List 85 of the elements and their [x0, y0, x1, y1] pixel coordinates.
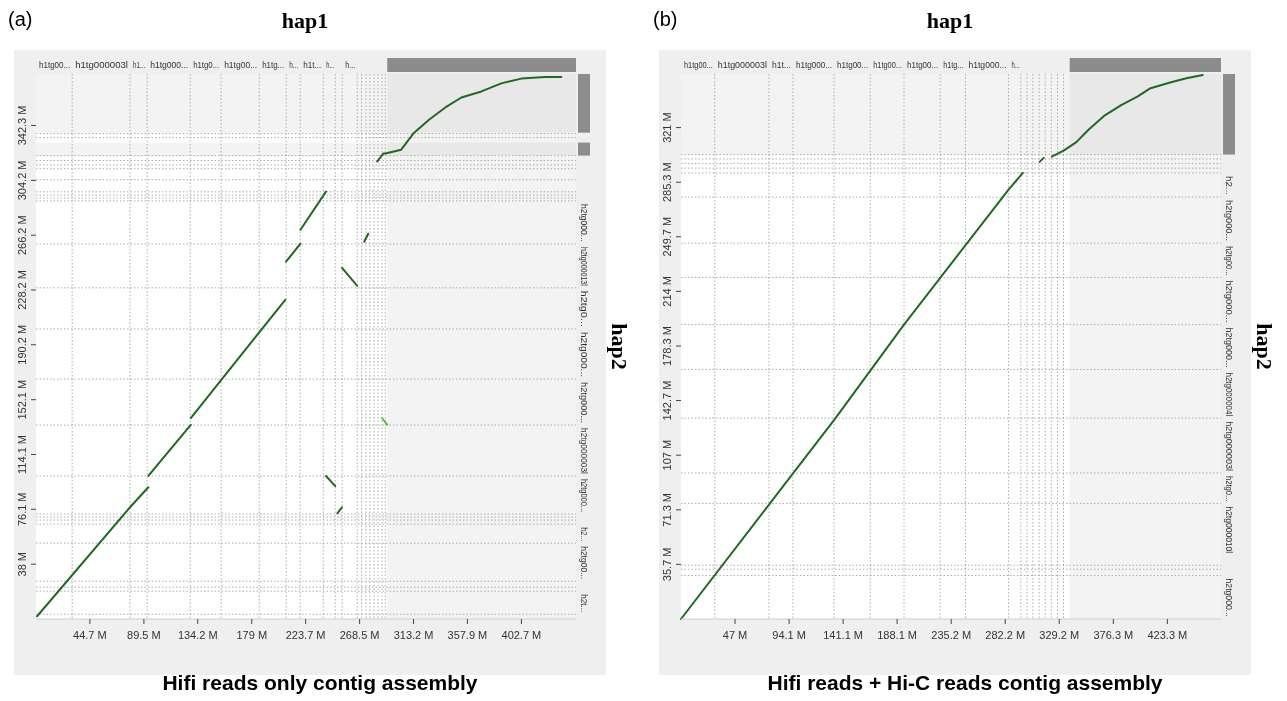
x-tick-label: 188.1 M — [877, 629, 917, 641]
ref-line-label: h2tg000... — [579, 331, 589, 378]
ref-line-label: h... — [289, 60, 302, 70]
y-tick-label: 114.1 M — [16, 435, 28, 474]
x-tick-label: 179 M — [236, 629, 268, 641]
y-tick-label: 304.2 M — [16, 160, 28, 201]
y-tick-label: 71.3 M — [661, 493, 673, 527]
x-tick-label: 141.1 M — [823, 629, 863, 641]
x-tick-label: 89.5 M — [127, 629, 161, 641]
x-tick-label: 134.2 M — [177, 629, 218, 641]
text: Hifi reads only contig assembly — [162, 671, 478, 694]
y-tick-label: 152.1 M — [16, 379, 28, 420]
ref-line-label: h2tg000... — [579, 478, 589, 517]
ref-line-label: h2tg0... — [1224, 475, 1234, 505]
ref-line-label: h2tg000010l — [1224, 506, 1234, 554]
text: h2tg000... — [1224, 578, 1234, 617]
y-tick-label: 214 M — [661, 276, 673, 307]
ref-line-label: h2... — [579, 527, 589, 544]
chart-title: hap1 — [926, 8, 974, 33]
ref-line-label: h1tg0... — [193, 60, 224, 70]
y-tick-label: 142.7 M — [661, 380, 673, 421]
y-tick-label: 249.7 M — [661, 216, 673, 257]
ref-line-label: h2tg000... — [1224, 200, 1234, 242]
y-axis-title: hap2 — [1252, 323, 1277, 370]
y-tick-label: 35.7 M — [661, 547, 673, 582]
y-axis-title: hap2 — [607, 323, 632, 370]
text: Hifi reads + Hi-C reads contig assembly — [767, 671, 1163, 694]
ref-line-label: h1tg000... — [968, 60, 1009, 70]
ref-line-label: h1tg00... — [837, 60, 873, 70]
y-tick-label: 266.2 M — [16, 215, 28, 256]
x-tick-label: 329.2 M — [1039, 629, 1080, 641]
y-tick-label: 178.3 M — [661, 326, 673, 366]
x-tick-label: 94.1 M — [772, 629, 806, 641]
x-tick-label: 313.2 M — [393, 629, 434, 641]
ref-line-label: h1tg... — [262, 60, 288, 70]
ref-line-label: h2tg0... — [579, 290, 589, 327]
ref-line-label: h1... — [133, 60, 151, 70]
y-tick-label: 321 M — [661, 112, 673, 143]
chart-title: hap1 — [281, 8, 329, 33]
ref-line-label: h... — [345, 60, 358, 70]
x-tick-label: 235.2 M — [931, 629, 972, 641]
ref-line-label: h1tg00... — [907, 60, 943, 70]
x-tick-label: 357.9 M — [447, 629, 488, 641]
x-tick-label: 282.2 M — [985, 629, 1026, 641]
ref-line-label: h2tg000003l — [579, 428, 589, 475]
ref-line-label: h... — [326, 60, 339, 70]
line-series — [1050, 73, 1204, 158]
ref-line-label: h... — [1011, 60, 1025, 70]
ref-line-label: h1tg000003l — [717, 60, 768, 70]
x-tick-label: 423.3 M — [1147, 629, 1188, 641]
text: (b) — [653, 8, 678, 30]
ref-line-label: h2tg00... — [1224, 246, 1234, 280]
ref-line-label: h2tg000... — [579, 382, 589, 424]
ref-line-label: h1tg... — [943, 60, 969, 70]
ref-line-label: h1tg000... — [150, 60, 191, 70]
y-tick-label: 38 M — [16, 551, 28, 577]
ref-line-label: h1tg00... — [224, 60, 260, 70]
ref-line-label: h2... — [1224, 175, 1234, 196]
ref-line-label: h2tg00... — [579, 546, 589, 580]
x-tick-label: 44.7 M — [73, 629, 107, 641]
y-tick-label: 107 M — [661, 439, 673, 471]
ref-line-label: h2tg000... — [1224, 280, 1234, 323]
text: (a) — [8, 8, 33, 30]
ref-line-label: h1t... — [303, 60, 324, 70]
line-series — [680, 171, 1024, 620]
x-tick-label: 376.3 M — [1093, 629, 1134, 641]
y-tick-label: 190.2 M — [16, 324, 28, 365]
x-tick-label: 268.5 M — [339, 629, 380, 641]
ref-line-label: h2tg000... — [579, 203, 589, 242]
ref-line-label: h2tg000... — [1224, 327, 1234, 368]
x-tick-label: 402.7 M — [501, 629, 542, 641]
x-tick-label: 223.7 M — [285, 629, 326, 641]
ref-line-label: h1tg000... — [795, 60, 836, 70]
line-series — [376, 75, 563, 163]
ref-line-label: h1t... — [771, 60, 792, 70]
y-tick-label: 285.3 M — [661, 162, 673, 203]
text: h1tg00... — [39, 60, 75, 70]
x-tick-label: 47 M — [722, 629, 748, 641]
ref-line-label: h2tg000004l — [1224, 372, 1234, 420]
y-tick-label: 228.2 M — [16, 270, 28, 310]
ref-line-label: h1tg000003l — [75, 60, 129, 70]
y-tick-label: 342.3 M — [16, 105, 28, 146]
ref-line-label: h2tg000003l — [1224, 421, 1234, 472]
y-tick-label: 76.1 M — [16, 492, 28, 527]
ref-line-label: h2t... — [579, 594, 589, 614]
